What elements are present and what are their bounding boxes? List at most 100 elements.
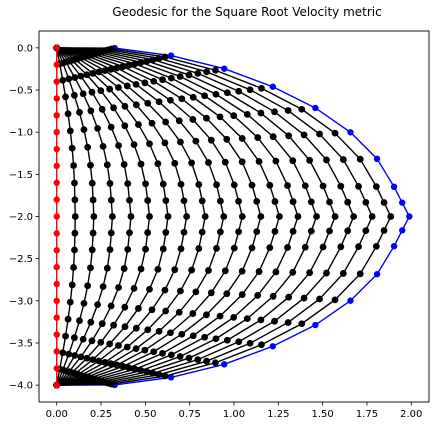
geodesic-curve-point <box>355 182 362 190</box>
geodesic-curve-point <box>106 246 114 253</box>
geodesic-curve-point <box>70 91 78 99</box>
start-curve-point <box>312 104 319 112</box>
geodesic-curve-point <box>132 80 140 88</box>
end-curve-point <box>53 280 60 288</box>
geodesic-curve-point <box>266 181 274 189</box>
geodesic-curve-point <box>380 199 388 206</box>
geodesic-curve-point <box>141 346 149 354</box>
geodesic-curve-point <box>177 138 184 146</box>
geodesic-curve-point <box>130 141 138 149</box>
geodesic-curve <box>53 44 172 389</box>
geodesic-curve-point <box>372 242 380 250</box>
geodesic-curve-point <box>171 159 179 167</box>
geodesic-curve-point <box>284 182 291 189</box>
geodesic-curve-point <box>257 109 265 117</box>
geodesic-curve-point <box>88 179 96 187</box>
geodesic-curve-point <box>180 197 188 205</box>
geodesic-curve-point <box>189 93 197 101</box>
y-tick-label: −0.5 <box>9 86 33 97</box>
geodesic-curve-point <box>201 333 208 341</box>
y-tick-label: −2.5 <box>9 254 33 265</box>
x-tick-label: 1.50 <box>312 409 334 420</box>
geodesic-curve-point <box>344 198 352 206</box>
x-tick-label: 1.75 <box>356 409 378 420</box>
geodesic-curve-point <box>276 213 283 220</box>
geodesic-curve-point <box>194 356 202 364</box>
geodesic-curve-point <box>339 156 347 163</box>
geodesic-curve-point <box>109 213 116 220</box>
geodesic-curve-point <box>97 87 105 95</box>
geodesic-curve-point <box>337 243 345 251</box>
geodesic-curve-point <box>107 123 115 131</box>
geodesic-curve-point <box>155 98 163 106</box>
geodesic-curve-point <box>132 324 140 332</box>
geodesic-curve-point <box>146 285 153 293</box>
end-curve-point <box>53 230 60 237</box>
geodesic-curve-point <box>64 315 72 323</box>
y-axis: 0.0 −0.5 −1.0 −1.5 −2.0 −2.5 −3.0 −3.5 −4.0 <box>9 43 39 392</box>
geodesic-curve-point <box>326 198 333 206</box>
geodesic-curve-point <box>258 84 265 92</box>
geodesic-curve-point <box>387 213 395 220</box>
end-curve-point <box>53 196 60 203</box>
geodesic-curve-point <box>306 156 314 164</box>
geodesic-curve-point <box>266 244 274 252</box>
geodesic-curve-point <box>300 294 308 302</box>
geodesic-curve-point <box>180 228 188 236</box>
geodesic-curve-point <box>271 108 278 116</box>
start-curve-point <box>221 361 228 368</box>
geodesic-curve-point <box>269 133 277 141</box>
geodesic-curve-point <box>356 270 364 278</box>
geodesic-curve-point <box>106 180 114 187</box>
start-curve-point <box>399 227 406 234</box>
geodesic-curve-point <box>66 127 74 135</box>
start-curve-point <box>167 52 175 59</box>
end-curve-point <box>53 128 60 136</box>
geodesic-curve-point <box>189 310 197 317</box>
geodesic-curve-point <box>319 243 327 251</box>
geodesic-curve <box>53 44 246 389</box>
geodesic-curve-point <box>223 290 231 298</box>
geodesic-curve-point <box>121 323 129 331</box>
geodesic-curve-point <box>155 327 163 335</box>
geodesic-curve-point <box>285 132 293 140</box>
geodesic-curve-point <box>137 59 145 66</box>
geodesic-curve-point <box>205 159 212 166</box>
geodesic-curve-point <box>253 228 261 236</box>
geodesic-curve-point <box>90 213 98 220</box>
geodesic-curve-point <box>238 291 246 298</box>
geodesic-curve-point <box>271 228 279 235</box>
geodesic-curve-point <box>99 283 107 290</box>
geodesic-curve-point <box>89 356 97 364</box>
geodesic-curve-point <box>71 352 79 359</box>
geodesic-curve-point <box>258 341 265 349</box>
geodesic-curve-point <box>99 143 107 150</box>
geodesic-curve-point <box>195 245 203 252</box>
geodesic-curve-point <box>313 213 320 220</box>
geodesic-curve-point <box>120 161 128 168</box>
geodesic-curve-point <box>65 350 73 358</box>
geodesic-curve-point <box>101 67 109 75</box>
geodesic-curve-point <box>144 229 152 236</box>
geodesic-curve-point <box>326 227 333 235</box>
geodesic-curve-point <box>125 364 133 372</box>
geodesic-curve-point <box>176 353 184 360</box>
geodesic-curve-point <box>301 182 309 190</box>
geodesic-curve-point <box>246 339 254 347</box>
end-curve-point <box>53 112 60 119</box>
geodesic-curve-point <box>123 82 131 90</box>
geodesic-curve-point <box>216 312 224 320</box>
start-curve-point <box>406 213 413 220</box>
geodesic-curve-point <box>83 354 91 362</box>
geodesic-curve-point <box>89 69 97 77</box>
geodesic-curve-point <box>88 246 96 254</box>
geodesic-curve-point <box>205 267 212 274</box>
geodesic-curve-point <box>164 213 172 220</box>
geodesic-curve-point <box>253 197 261 205</box>
end-curve-point <box>53 95 60 102</box>
geodesic-curve-point <box>221 267 229 275</box>
x-tick-label: 1.00 <box>223 409 245 420</box>
start-curve-point <box>373 155 381 163</box>
geodesic-curve-point <box>159 76 166 84</box>
geodesic-curve-point <box>123 343 131 351</box>
